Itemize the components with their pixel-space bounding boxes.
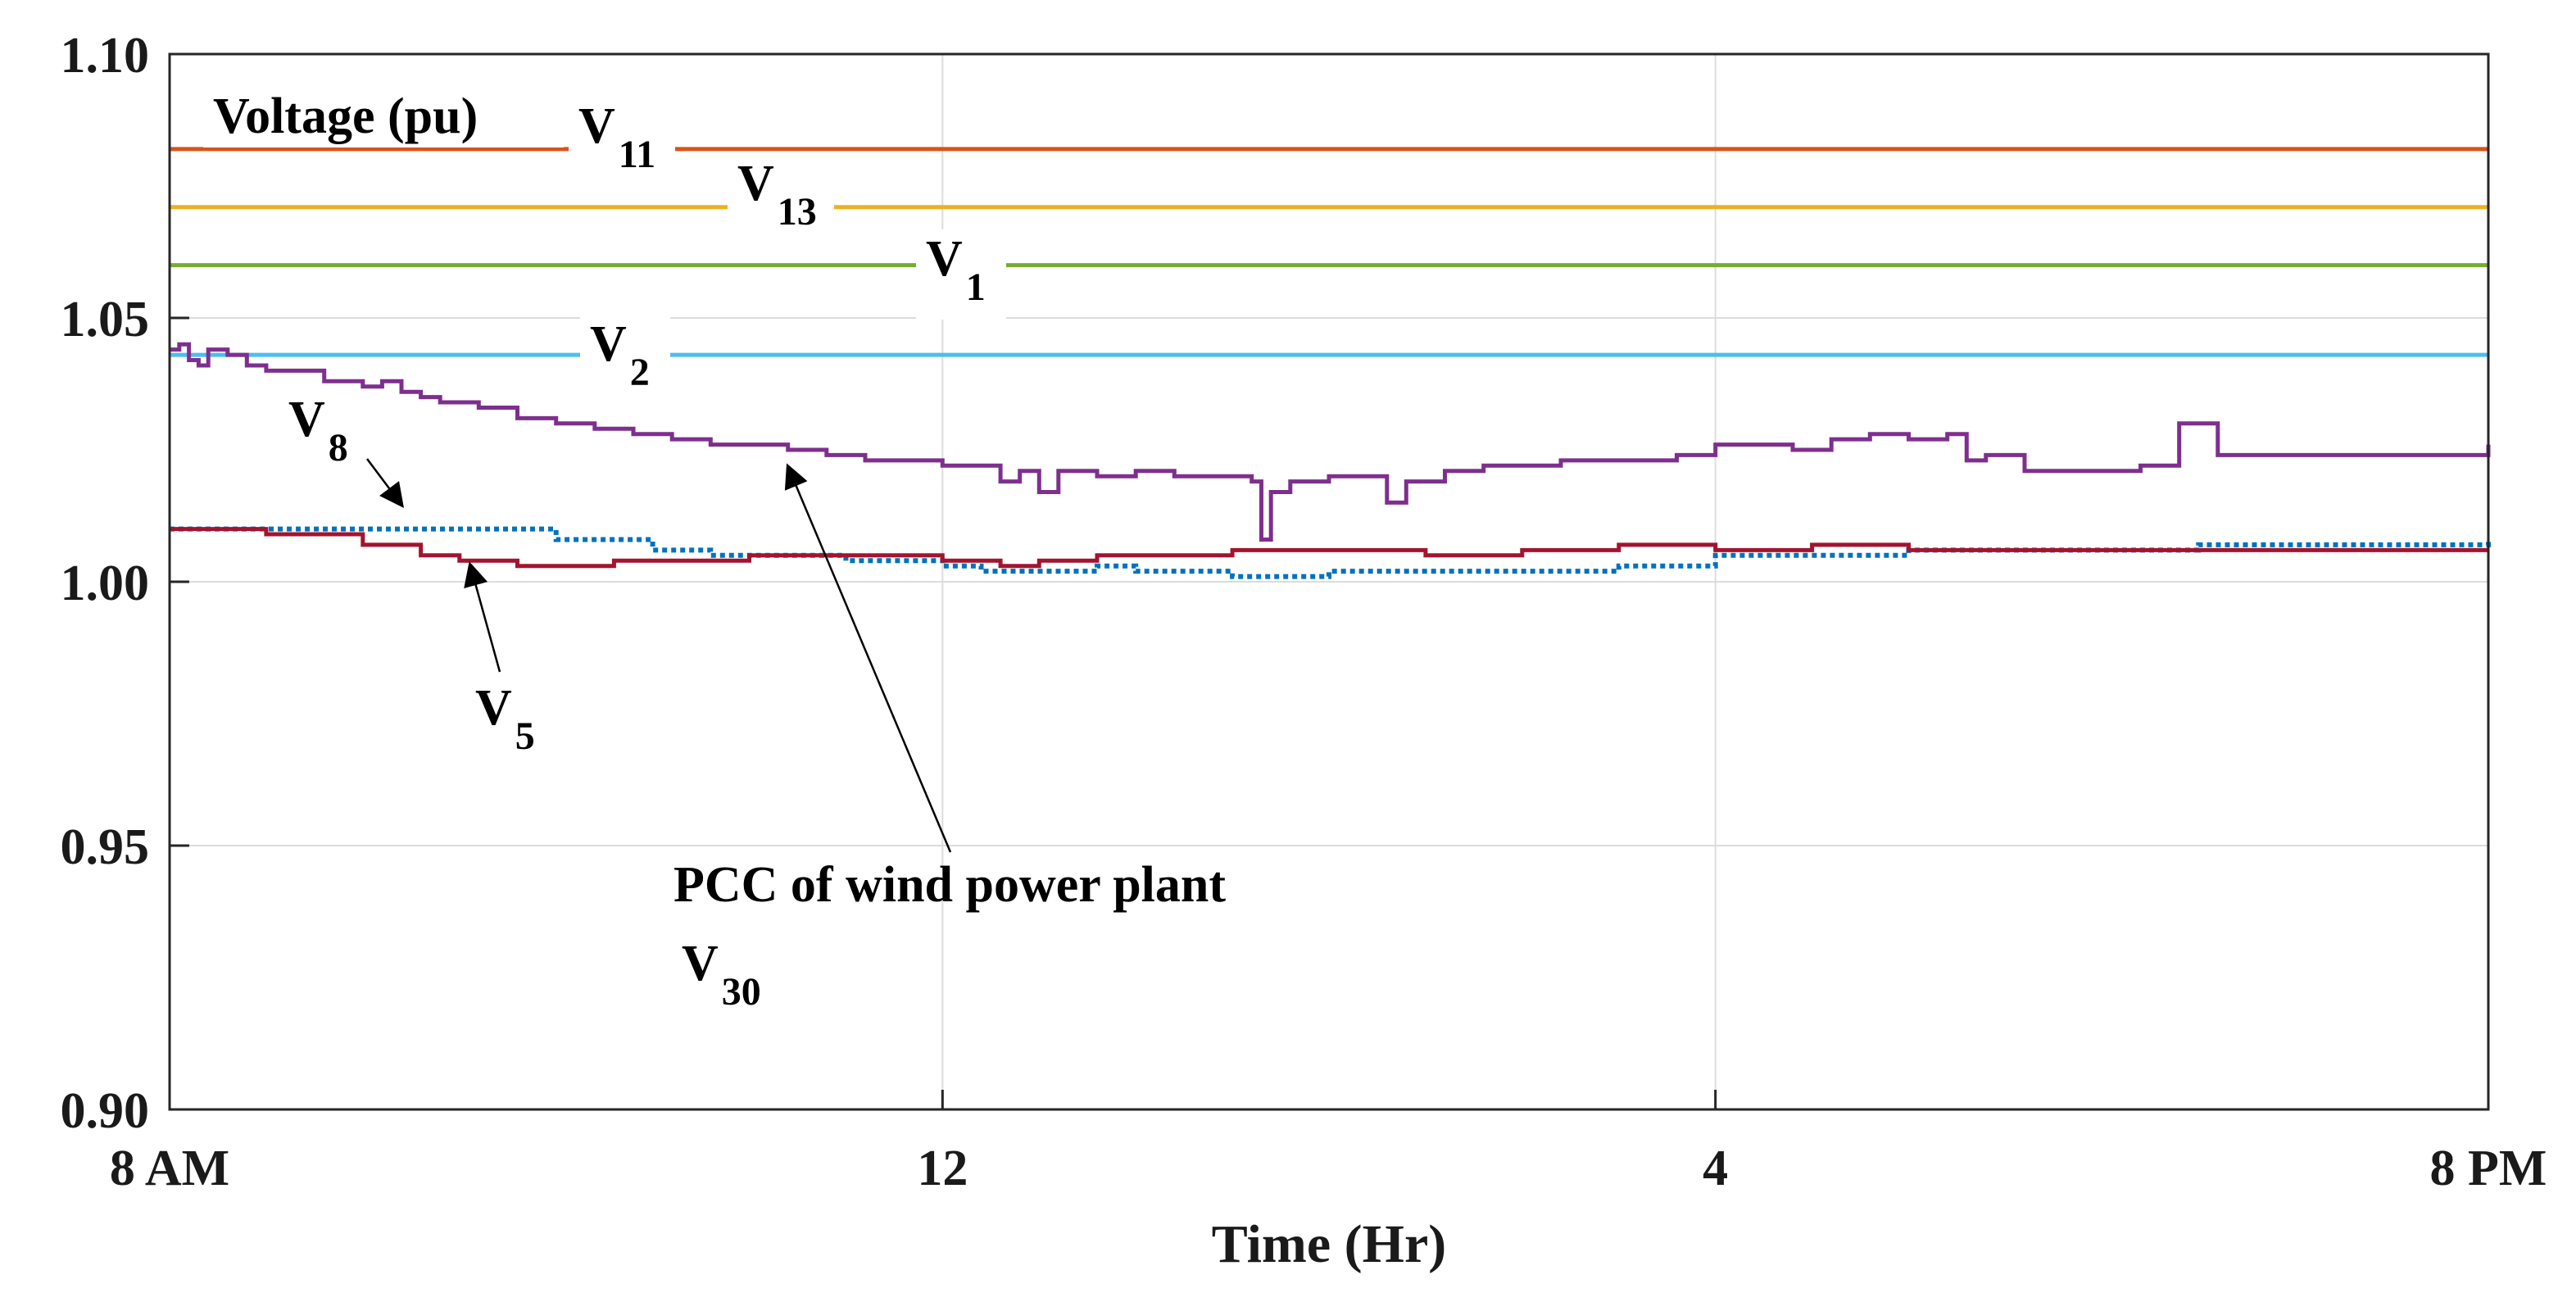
label-main: V (578, 98, 615, 154)
arrow-v8 (366, 458, 404, 508)
label-subscript: 5 (515, 715, 535, 758)
y-tick-label: 0.90 (61, 1083, 150, 1139)
arrow-v5 (464, 561, 501, 673)
label-mask (203, 90, 564, 147)
axis-ticks: 8 AM 12 4 8 PM0.900.951.001.051.10 (61, 28, 2547, 1196)
label-v13: V13 (737, 156, 817, 234)
label-v30: V30 (682, 936, 761, 1014)
arrow-pcc (784, 463, 952, 853)
label-v11: V11 (578, 98, 655, 176)
label-main: V (288, 392, 325, 447)
label-pcc: PCC of wind power plant (673, 857, 1226, 913)
label-subscript: 8 (329, 426, 348, 470)
label-subscript: 1 (966, 265, 986, 309)
label-mask (569, 97, 675, 187)
label-mask (728, 154, 834, 244)
series-line-v30 (170, 342, 2491, 542)
label-v8: V8 (288, 392, 348, 470)
label-main: V (682, 936, 719, 991)
x-tick-label: 8 AM (110, 1141, 229, 1196)
y-tick-label: 1.05 (61, 292, 150, 347)
x-tick-label: 8 PM (2430, 1141, 2547, 1196)
label-main: V (737, 156, 774, 211)
label-subscript: 30 (722, 970, 761, 1014)
label-main: V (926, 231, 963, 287)
label-main: V (590, 316, 627, 372)
label-subscript: 2 (630, 351, 650, 394)
x-axis-title: Time (Hr) (1212, 1214, 1447, 1274)
series-layer (170, 147, 2491, 579)
x-tick-label: 12 (917, 1141, 968, 1196)
label-main: V (475, 680, 512, 736)
label-mask (580, 315, 670, 405)
label-subscript: 13 (778, 190, 817, 234)
label-v5: V5 (475, 680, 535, 758)
label-subscript: 11 (619, 133, 655, 176)
label-v1: V1 (926, 231, 986, 309)
series-line-v5 (170, 527, 2488, 569)
label-mask (916, 229, 1006, 320)
y-tick-label: 1.10 (61, 28, 150, 84)
x-tick-label: 4 (1703, 1141, 1728, 1196)
label-v2: V2 (590, 316, 650, 394)
label-ylabel: Voltage (pu) (213, 88, 478, 144)
y-tick-label: 1.00 (61, 556, 150, 611)
y-tick-label: 0.95 (61, 819, 150, 875)
series-line-v8 (170, 526, 2491, 579)
